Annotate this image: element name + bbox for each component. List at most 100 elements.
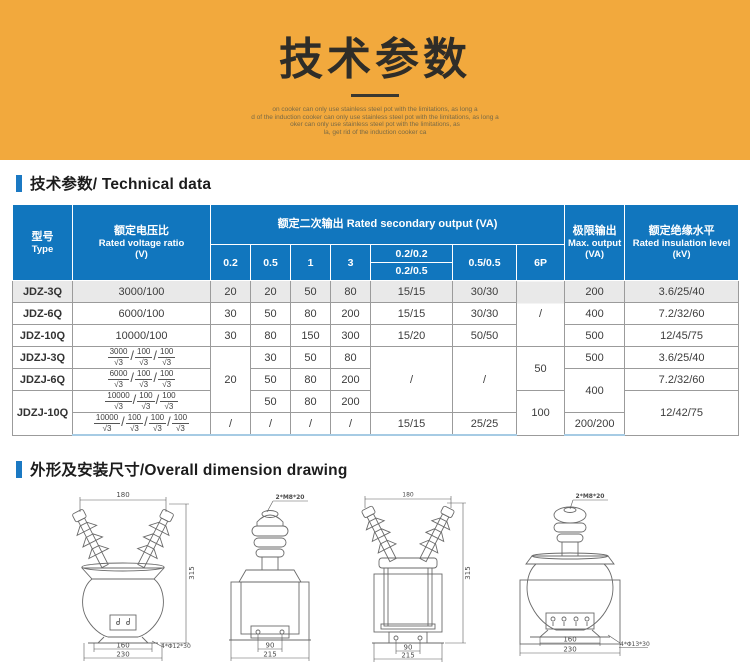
dim-label: 2*M8*20	[276, 494, 305, 501]
table-row: JDZJ-10Q 10000 √3/100 √3/100 √3 50 80 200 1…	[12, 390, 740, 436]
cell-05: 20	[250, 280, 291, 303]
banner-subtext-line: d of the induction cooker can only use s…	[251, 113, 499, 121]
cell-ratio: 3000 √3/100 √3/100 √3	[72, 346, 211, 369]
cell-0505: 50/50	[452, 324, 517, 347]
header-max-output: 极限输出 Max. output (VA)	[564, 204, 626, 281]
cell-05: 50	[250, 368, 291, 391]
dimension-drawing-2: 2*M8*20 90 215	[215, 488, 325, 666]
cell-3: 80	[330, 280, 371, 303]
cell-ratio: 10000/100	[72, 324, 211, 347]
cell-max: 400	[564, 302, 626, 325]
cell-0505: 30/30	[452, 280, 517, 303]
cell-3: 200	[330, 368, 371, 391]
cell-02: 30	[210, 324, 251, 347]
cell-type: JDZ-3Q	[12, 280, 73, 303]
cell-02: 20	[210, 280, 251, 303]
cell-insulation: 7.2/32/60	[624, 368, 740, 391]
section-title-dimension: 外形及安装尺寸/Overall dimension drawing	[30, 462, 348, 479]
header-type: 型号 Type	[12, 204, 73, 281]
cell-0202: 15/15	[370, 412, 453, 436]
header-burden-0505: 0.5/0.5	[452, 244, 517, 281]
dim-label: 160	[116, 642, 129, 650]
cell-1: 50	[290, 346, 331, 369]
title-underline	[351, 94, 399, 98]
table-row: JDZ-3Q 3000/100 20 20 50 80 15/15 30/30 …	[12, 280, 740, 347]
cell-1: 50	[290, 280, 331, 303]
cell-02: /	[210, 412, 251, 436]
cell-insulation: 3.6/25/40	[624, 346, 740, 369]
dim-label: 160	[563, 636, 576, 644]
accent-bar-icon	[16, 174, 22, 192]
cell-ratio: 6000 √3/100 √3/100 √3	[72, 368, 211, 391]
header-secondary-output: 额定二次输出 Rated secondary output (VA)	[209, 204, 566, 245]
banner-subtext-line: la, get rid of the induction cooker ca	[323, 128, 427, 136]
header-burden-3: 3	[330, 244, 371, 281]
dim-label: 315	[464, 566, 472, 579]
cell-type: JDZ-6Q	[12, 302, 73, 325]
spec-table: 型号 Type 额定电压比 Rated voltage ratio (V) 额定…	[12, 204, 740, 436]
cell-02-merged: 20	[210, 346, 251, 413]
header-insulation: 额定绝缘水平 Rated insulation level (kV)	[624, 204, 740, 281]
cell-05: 30	[250, 346, 291, 369]
dim-label: 4*Φ12*30	[161, 643, 191, 650]
cell-1: 80	[290, 390, 331, 413]
dim-label: 230	[116, 651, 129, 659]
cell-1: 150	[290, 324, 331, 347]
cell-type: JDZJ-10Q	[12, 390, 73, 436]
header-burden-split: 0.2/0.2 0.2/0.5	[370, 244, 453, 281]
cell-1: 80	[290, 368, 331, 391]
table-row: JDZ-6Q 6000/100 30 50 80 200 15/15 30/30…	[12, 302, 740, 325]
table-header-row: 型号 Type 额定电压比 Rated voltage ratio (V) 额定…	[12, 204, 740, 281]
cell-ratio: 10000 √3/100 √3/100 √3	[72, 390, 211, 413]
cell-0202: 15/20	[370, 324, 453, 347]
dim-label: 215	[264, 651, 277, 659]
dim-label: 230	[563, 646, 576, 654]
cell-3: /	[330, 412, 371, 436]
dim-label: 215	[401, 652, 414, 660]
cell-0202: 15/15	[370, 302, 453, 325]
cell-05: /	[250, 412, 291, 436]
cell-type: JDZJ-3Q	[12, 346, 73, 369]
cell-6p-merged: 100	[515, 390, 566, 436]
table-row: JDZ-10Q 10000/100 30 80 150 300 15/20 50…	[12, 324, 740, 347]
banner-subtext-line: on cooker can only use stainless steel p…	[272, 106, 478, 114]
cell-type: JDZ-10Q	[12, 324, 73, 347]
accent-bar-icon	[16, 460, 22, 478]
section-header-technical: 技术参数/ Technical data	[16, 172, 750, 194]
cell-05: 50	[250, 302, 291, 325]
cell-05: 50	[250, 390, 291, 413]
dim-label: 2*M8*20	[576, 493, 605, 500]
dim-label: 315	[188, 566, 196, 579]
cell-0505-merged: /	[452, 346, 517, 413]
cell-insulation: 3.6/25/40	[624, 280, 740, 303]
cell-0505: 30/30	[452, 302, 517, 325]
dim-label: 180	[402, 492, 414, 499]
cell-3: 200	[330, 302, 371, 325]
header-banner: 技术参数 on cooker can only use stainless st…	[0, 0, 750, 160]
cell-insulation: 7.2/32/60	[624, 302, 740, 325]
cell-insulation-merged: 12/42/75	[624, 390, 740, 436]
cell-3: 200	[330, 390, 371, 413]
dim-label: 180	[116, 491, 129, 499]
dimension-drawing-4: 2*M8*20 160 230 4*Φ13*30	[490, 488, 650, 666]
cell-1: 80	[290, 302, 331, 325]
section-title-technical: 技术参数/ Technical data	[30, 176, 212, 193]
dim-label: 4*Φ13*30	[620, 641, 650, 648]
dimension-drawing-1: 180 315 160 230 4*Φ12*30	[48, 488, 198, 666]
cell-insulation: 12/45/75	[624, 324, 740, 347]
cell-type: JDZJ-6Q	[12, 368, 73, 391]
dimension-drawings: 180 315 160 230 4*Φ12*30	[48, 488, 650, 666]
dim-label: 90	[266, 642, 275, 650]
dimension-drawing-3: 180 315 90 215	[343, 488, 473, 666]
table-row: JDZJ-6Q 6000 √3/100 √3/100 √3 50 80 200 400…	[12, 368, 740, 413]
cell-max: 200	[564, 280, 626, 303]
dim-label: 90	[403, 644, 412, 652]
cell-ratio: 3000/100	[72, 280, 211, 303]
section-header-dimension: 外形及安装尺寸/Overall dimension drawing	[16, 458, 750, 480]
cell-0202: 15/15	[370, 280, 453, 303]
header-ratio: 额定电压比 Rated voltage ratio (V)	[72, 204, 211, 281]
page-title: 技术参数	[279, 35, 471, 84]
header-burden-02: 0.2	[210, 244, 251, 281]
cell-max-merged: 400	[564, 368, 626, 413]
cell-3: 300	[330, 324, 371, 347]
